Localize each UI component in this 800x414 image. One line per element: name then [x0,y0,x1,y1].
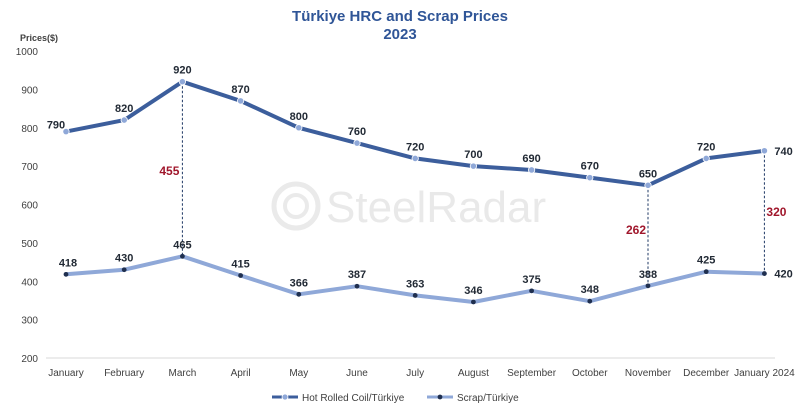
y-tick-200: 200 [21,354,38,365]
y-tick-700: 700 [21,162,38,173]
label-hrc-may: 800 [290,111,308,123]
label-scrap-september: 375 [522,274,540,286]
point-scrap-june [354,283,360,289]
label-hrc-september: 690 [522,153,540,165]
y-tick-400: 400 [21,277,38,288]
point-hrc-may [295,124,303,132]
label-scrap-july: 363 [406,278,424,290]
y-tick-500: 500 [21,239,38,250]
y-tick-800: 800 [21,124,38,135]
data-labels: 790 820 920 870 800 760 720 700 690 670 650 720 740 4… [47,65,793,297]
y-tick-600: 600 [21,201,38,212]
point-hrc-july [411,154,419,163]
legend-hrc-marker [281,393,289,401]
spread-label-january-2024: 320 [766,205,786,219]
point-scrap-january-2024 [762,271,767,276]
label-scrap-october: 348 [581,284,599,296]
label-hrc-february: 820 [115,103,133,115]
point-scrap-october [587,298,593,304]
x-tick-april: April [231,368,251,379]
label-hrc-november: 650 [639,168,657,180]
point-scrap-february [121,267,127,273]
point-hrc-january [62,127,70,136]
legend-item-hrc: Hot Rolled Coil/Türkiye [272,393,405,404]
watermark-logo: SteelRadar [271,181,546,232]
label-scrap-april: 415 [231,258,249,270]
spread-guides [181,81,765,286]
point-scrap-may [296,291,302,297]
x-tick-may: May [289,368,308,379]
point-hrc-december [702,154,710,163]
point-hrc-october [586,174,594,182]
y-axis-label: Prices($) [20,33,58,43]
y-tick-1000: 1000 [16,47,39,58]
watermark-outer-ring-icon [271,181,321,231]
label-hrc-june: 760 [348,126,366,138]
x-tick-march: March [169,368,197,379]
label-hrc-december: 720 [697,141,715,153]
label-hrc-july: 720 [406,141,424,153]
y-tick-300: 300 [21,316,38,327]
x-tick-january: January [48,368,84,379]
point-scrap-august [471,299,476,305]
point-hrc-february [120,116,128,124]
x-tick-december: December [683,368,730,379]
legend-hrc-label: Hot Rolled Coil/Türkiye [302,393,405,404]
x-tick-january-2024: January 2024 [734,368,795,379]
chart-subtitle: 2023 [383,26,416,43]
spread-label-november: 262 [626,223,646,237]
x-tick-november: November [625,368,672,379]
label-hrc-january-2024: 740 [774,146,792,158]
x-axis-ticks: January February March April May June July Augu… [48,368,795,379]
point-hrc-march [178,78,186,86]
chart-title: Türkiye HRC and Scrap Prices [292,8,508,25]
legend-scrap-label: Scrap/Türkiye [457,393,519,404]
label-hrc-march: 920 [173,65,191,77]
spread-labels: 455 262 320 [159,164,786,237]
legend: Hot Rolled Coil/Türkiye Scrap/Türkiye [272,393,519,404]
label-hrc-august: 700 [464,149,482,161]
label-hrc-april: 870 [231,84,249,96]
label-scrap-june: 387 [348,269,366,281]
label-scrap-february: 430 [115,253,133,265]
x-tick-august: August [458,368,489,379]
point-scrap-march [180,253,185,259]
point-scrap-november [645,283,651,289]
label-scrap-january: 418 [59,257,77,269]
point-scrap-july [412,293,418,298]
point-scrap-september [529,288,534,294]
point-hrc-november [644,181,652,189]
point-scrap-january [63,271,69,277]
point-hrc-august [469,162,477,170]
label-scrap-may: 366 [290,277,308,289]
point-hrc-april [237,97,245,105]
watermark-inner-ring-icon [283,193,309,219]
watermark-text: SteelRadar [326,183,546,232]
y-tick-900: 900 [21,85,38,96]
y-axis-ticks: 200 300 400 500 600 700 800 900 1000 [16,47,39,365]
label-scrap-january-2024: 420 [774,269,792,281]
label-hrc-january: 790 [47,120,65,132]
x-tick-september: September [507,368,557,379]
point-hrc-june [353,139,361,147]
label-scrap-august: 346 [464,285,482,297]
x-tick-june: June [346,368,368,379]
point-scrap-april [238,273,244,278]
legend-scrap-marker [437,394,443,400]
x-tick-july: July [406,368,424,379]
label-scrap-march: 465 [173,239,191,251]
label-scrap-november: 388 [639,269,657,281]
label-hrc-october: 670 [581,161,599,173]
spread-label-march: 455 [159,164,179,178]
point-scrap-december [703,269,709,275]
point-hrc-january-2024 [760,147,769,155]
legend-item-scrap: Scrap/Türkiye [427,393,519,404]
label-scrap-december: 425 [697,255,715,267]
x-tick-february: February [104,368,144,379]
series-points [62,78,769,305]
point-hrc-september [527,166,536,174]
x-tick-october: October [572,368,608,379]
